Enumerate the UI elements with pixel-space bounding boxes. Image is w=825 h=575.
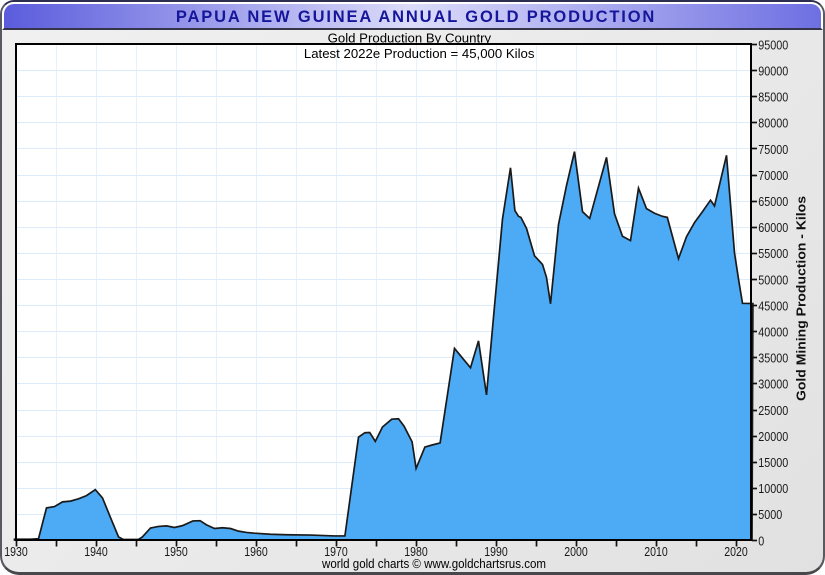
svg-text:30000: 30000 <box>758 377 788 392</box>
svg-text:10000: 10000 <box>758 481 788 496</box>
svg-text:45000: 45000 <box>758 298 788 313</box>
svg-text:Gold Mining Production - Kilos: Gold Mining Production - Kilos <box>794 196 809 401</box>
svg-text:Gold Production By Country: Gold Production By Country <box>328 30 492 45</box>
svg-text:Latest 2022e Production = 45,0: Latest 2022e Production = 45,000 Kilos <box>304 46 535 61</box>
svg-text:90000: 90000 <box>758 64 788 79</box>
svg-text:0: 0 <box>758 533 764 548</box>
svg-text:70000: 70000 <box>758 168 788 183</box>
svg-text:1930: 1930 <box>4 544 28 559</box>
svg-text:50000: 50000 <box>758 272 788 287</box>
svg-text:1940: 1940 <box>84 544 108 559</box>
svg-text:25000: 25000 <box>758 403 788 418</box>
svg-text:world gold charts © www.goldch: world gold charts © www.goldchartsrus.co… <box>321 556 546 571</box>
svg-text:35000: 35000 <box>758 351 788 366</box>
svg-text:1970: 1970 <box>324 544 348 559</box>
svg-text:40000: 40000 <box>758 325 788 340</box>
svg-text:65000: 65000 <box>758 194 788 209</box>
svg-text:80000: 80000 <box>758 116 788 131</box>
svg-text:15000: 15000 <box>758 455 788 470</box>
svg-text:85000: 85000 <box>758 90 788 105</box>
svg-text:2020: 2020 <box>724 544 748 559</box>
svg-text:2010: 2010 <box>644 544 668 559</box>
svg-text:20000: 20000 <box>758 429 788 444</box>
svg-text:95000: 95000 <box>758 37 788 52</box>
svg-text:1950: 1950 <box>164 544 188 559</box>
svg-text:75000: 75000 <box>758 142 788 157</box>
svg-text:1980: 1980 <box>404 544 428 559</box>
svg-text:55000: 55000 <box>758 246 788 261</box>
svg-text:1990: 1990 <box>484 544 508 559</box>
svg-text:5000: 5000 <box>758 507 782 522</box>
svg-text:60000: 60000 <box>758 220 788 235</box>
svg-text:1960: 1960 <box>244 544 268 559</box>
svg-text:2000: 2000 <box>564 544 588 559</box>
